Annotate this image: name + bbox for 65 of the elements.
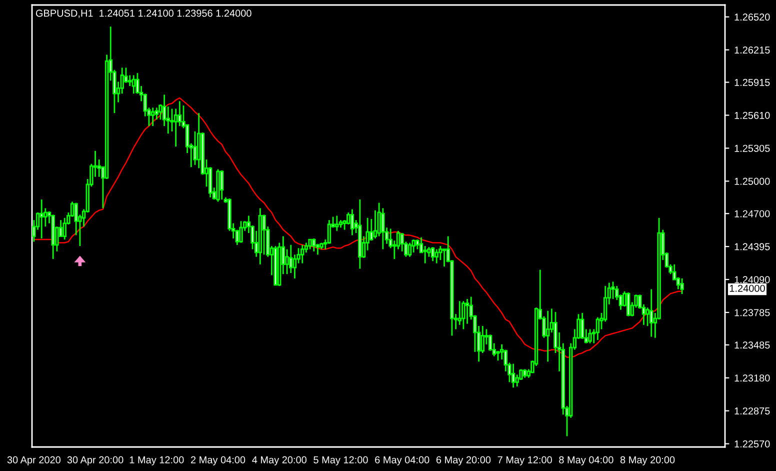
y-tick-label: 1.24395 (734, 243, 770, 250)
y-tick-label: 1.23785 (734, 309, 770, 316)
y-tick-label: 1.26520 (734, 14, 770, 21)
x-tick-label: 8 May 04:00 (559, 456, 614, 466)
candlestick (442, 248, 446, 268)
y-tick-label: 1.23180 (734, 374, 770, 382)
candlestick (430, 246, 435, 262)
candlestick (680, 278, 684, 295)
candlestick (546, 310, 550, 362)
candlestick (465, 298, 470, 324)
y-tick-label: 1.25610 (734, 112, 770, 119)
x-tick-label: 8 May 20:00 (620, 456, 675, 466)
candlestick (40, 198, 44, 240)
candlestick (458, 300, 462, 326)
x-tick-label: 30 Apr 20:00 (67, 456, 124, 466)
y-tick-label: 1.24700 (734, 210, 770, 218)
y-tick-label: 1.25915 (734, 78, 770, 86)
candlestick (412, 238, 416, 254)
candlestick (300, 244, 304, 264)
x-tick-label: 2 May 04:00 (190, 456, 246, 466)
candlestick (416, 238, 420, 250)
candlestick (335, 215, 339, 232)
candlestick (170, 108, 174, 132)
candlestick (239, 220, 243, 244)
candlestick (132, 74, 136, 94)
text: 1.24000 (730, 284, 765, 292)
x-tick-label: 1 May 12:00 (130, 456, 184, 466)
candlestick (178, 100, 182, 127)
candlestick (174, 108, 178, 148)
y-tick-label: 1.26215 (734, 46, 770, 54)
x-tick-label: 6 May 04:00 (375, 456, 430, 466)
y-tick-label: 1.22570 (734, 440, 770, 448)
y-tick-label: 1.24090 (734, 276, 770, 284)
candlestick (650, 288, 654, 338)
candlestick (580, 312, 584, 340)
candlestick (193, 130, 197, 166)
x-tick-label: 7 May 12:00 (498, 456, 552, 466)
candlestick (128, 74, 132, 87)
y-tick-label: 1.25000 (734, 178, 770, 185)
candlestick (511, 363, 516, 388)
x-tick-label: 5 May 12:00 (314, 456, 368, 466)
y-tick-label: 1.25305 (734, 144, 770, 152)
y-tick-label: 1.22875 (734, 407, 770, 415)
candlestick (423, 245, 427, 264)
candlestick (350, 208, 354, 236)
candlestick (262, 214, 266, 256)
candlestick (150, 106, 155, 127)
candlestick (285, 248, 289, 275)
candlestick (312, 238, 316, 252)
candlestick (220, 170, 224, 200)
candlestick (434, 248, 438, 264)
candlestick (480, 325, 484, 354)
candlestick (408, 242, 412, 258)
candlestick (626, 292, 630, 317)
candlestick (308, 238, 312, 250)
candlestick (327, 219, 332, 245)
x-tick-label: 30 Apr 2020 (7, 456, 60, 466)
candlestick (588, 328, 592, 344)
x-tick-label: 4 May 20:00 (252, 456, 306, 466)
y-tick-label: 1.23485 (734, 342, 770, 349)
chart-title: GBPUSD,H1 1.24051 1.24100 1.23956 1.24000 (36, 10, 252, 18)
candlestick (381, 207, 385, 250)
candlestick (596, 316, 600, 341)
x-tick-label: 6 May 20:00 (436, 456, 491, 466)
candlestick (462, 300, 466, 330)
